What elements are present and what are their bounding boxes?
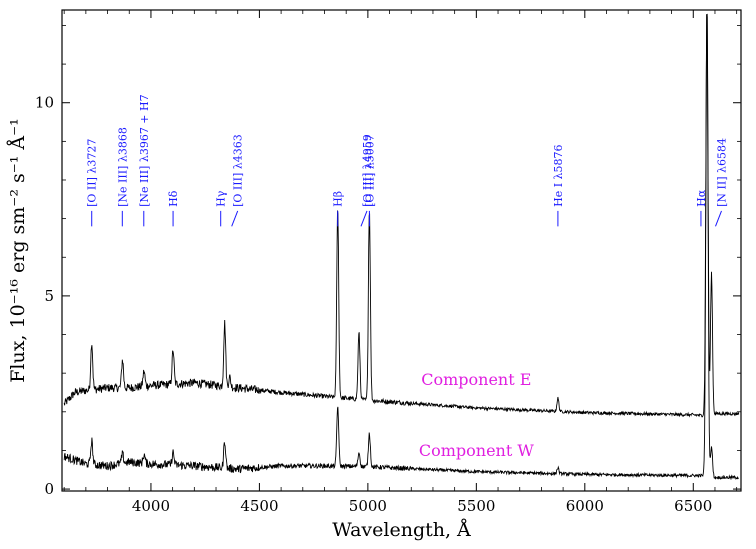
line-id-label: [O III] λ5007 (363, 134, 376, 207)
y-tick-label: 5 (44, 287, 54, 305)
line-id-label: [O II] λ3727 (86, 139, 99, 207)
line-id-tick (715, 210, 722, 227)
ticks-layer: 4000 4500 5000 5500 6000 6500 0 5 10 (35, 10, 741, 515)
spectra-layer (63, 13, 740, 481)
line-id-label: Hα (695, 189, 708, 207)
annotations-layer: Component E Component W (419, 370, 535, 460)
component-label: Component W (419, 441, 535, 460)
line-id-tick (360, 210, 368, 227)
x-tick-label: 6500 (674, 497, 712, 515)
y-tick-label: 10 (35, 94, 54, 112)
line-id-label: Hδ (167, 190, 180, 207)
x-tick-label: 5000 (349, 497, 387, 515)
line-id-label: [O III] λ4959 (361, 134, 374, 207)
line-ids-layer: [O II] λ3727 [Ne III] λ3868 [Ne III] λ3967… (86, 94, 728, 227)
y-axis-label: Flux, 10⁻¹⁶ erg sm⁻² s⁻¹ Å⁻¹ (7, 118, 29, 383)
x-tick-label: 6000 (566, 497, 604, 515)
plot-frame (61, 9, 742, 492)
line-id-label: [Ne III] λ3967 + H7 (138, 94, 151, 207)
x-axis-label: Wavelength, Å (332, 519, 471, 541)
y-tick-label: 0 (44, 480, 54, 498)
line-id-label: He I λ5876 (552, 144, 565, 206)
x-tick-label: 5500 (457, 497, 495, 515)
line-id-label: [N II] λ6584 (715, 138, 728, 207)
x-tick-label: 4500 (240, 497, 278, 515)
line-id-label: Hγ (215, 190, 228, 207)
x-tick-label: 4000 (132, 497, 170, 515)
spectrum-series-e (63, 13, 740, 418)
line-id-label: Hβ (332, 191, 345, 207)
line-id-tick (231, 210, 239, 227)
component-label: Component E (421, 370, 531, 389)
line-id-label: [O III] λ4363 (232, 134, 245, 207)
line-id-label: [Ne III] λ3868 (116, 127, 129, 207)
spectrum-series-w (63, 14, 739, 481)
